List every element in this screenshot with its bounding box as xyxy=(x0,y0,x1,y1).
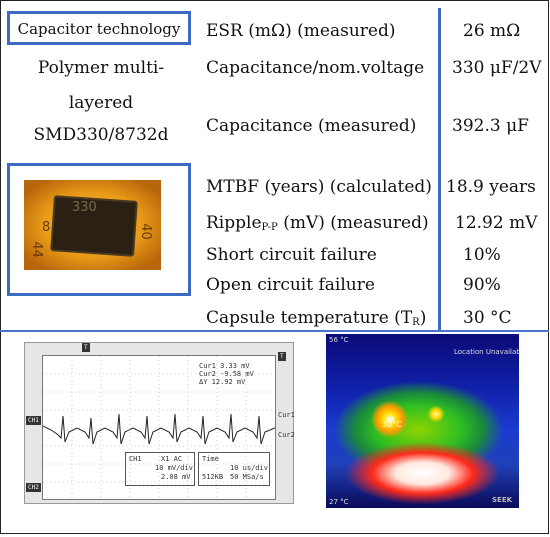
ch-setting-4: 2.08 mV xyxy=(161,473,191,481)
row-mtbf-value: 18.9 years xyxy=(446,177,536,197)
capacitor-photo-box xyxy=(7,163,191,296)
capsule-temp-tail: ) xyxy=(419,308,427,328)
capacitor-name-line-1: Polymer multi- xyxy=(37,58,165,78)
section-separator xyxy=(0,330,549,332)
thermal-bottom-left: 27 °C xyxy=(329,498,349,506)
row-mtbf-label: MTBF (years) (calculated) xyxy=(206,177,432,197)
thermal-image: 56 °C Location Unavailable 30°C + 27 °C … xyxy=(326,334,519,508)
time-setting-3: 512KB xyxy=(202,473,224,481)
row-short-circuit-value: 10% xyxy=(463,245,501,265)
cursor-readout-1: Cur1 3.33 mV xyxy=(199,362,250,370)
capacitor-photo: 330 40 44 8 xyxy=(24,180,161,270)
ch2-label: CH2 xyxy=(26,483,41,492)
row-capacitance-meas-value: 392.3 μF xyxy=(452,116,529,136)
ch-setting-2: X1 AC xyxy=(161,455,183,463)
cursor-readout-2: Cur2 -9.58 mV xyxy=(199,370,254,378)
thermal-top-right: Location Unavailable xyxy=(454,348,519,356)
row-open-circuit-label: Open circuit failure xyxy=(206,275,375,295)
photo-marking-8: 8 xyxy=(42,220,51,235)
photo-marking-44: 44 xyxy=(28,241,44,258)
row-capsule-temp-value: 30 °C xyxy=(463,308,512,328)
row-capacitance-meas-label: Capacitance (measured) xyxy=(206,116,417,136)
capsule-temp-sub: R xyxy=(412,317,420,328)
ripple-label-tail: (mV) (measured) xyxy=(277,213,429,233)
row-capacitance-nom-label: Capacitance/nom.voltage xyxy=(206,58,425,78)
cur1-tag: Cur1 xyxy=(278,411,295,419)
channel-settings-box xyxy=(125,452,195,486)
row-capsule-temp-label: Capsule temperature (TR) xyxy=(206,308,426,333)
capacitor-header: Capacitor technology xyxy=(17,20,181,38)
time-settings-box xyxy=(198,452,270,486)
row-esr-value: 26 mΩ xyxy=(463,21,521,41)
scope-screen: Cur1 3.33 mV Cur2 -9.58 mV ΔY 12.92 mV C… xyxy=(42,355,276,500)
photo-marking-40: 40 xyxy=(137,223,153,240)
time-setting-4: 50 MSa/s xyxy=(230,473,264,481)
oscilloscope-capture: T T CH1 CH2 Cur1 Cur2 Cur1 3.33 mV Cur2 … xyxy=(24,342,295,504)
ch-setting-1: CH1 xyxy=(129,455,142,463)
trigger-marker-right: T xyxy=(278,352,286,361)
capsule-temp-main: Capsule temperature (T xyxy=(206,308,413,328)
ripple-label-main: Ripple xyxy=(206,213,262,233)
row-esr-label: ESR (mΩ) (measured) xyxy=(206,21,396,41)
thermal-spot-crosshair: + xyxy=(389,414,396,423)
ch-setting-3: 10 mV/div xyxy=(155,464,193,472)
ripple-label-sub: P-P xyxy=(261,222,278,233)
thermal-top-left: 56 °C xyxy=(329,336,349,344)
row-ripple-label: RippleP-P (mV) (measured) xyxy=(206,213,429,238)
photo-marking-330: 330 xyxy=(72,200,97,215)
row-ripple-value: 12.92 mV xyxy=(455,213,538,233)
scope-waveform xyxy=(43,356,275,499)
time-setting-1: Time xyxy=(202,455,219,463)
capacitor-name-line-2: layered xyxy=(68,93,134,113)
cursor-readout-3: ΔY 12.92 mV xyxy=(199,378,246,386)
row-capacitance-nom-value: 330 μF/2V xyxy=(452,58,542,78)
cur2-tag: Cur2 xyxy=(278,431,295,439)
table-divider xyxy=(438,8,441,330)
row-open-circuit-value: 90% xyxy=(463,275,501,295)
thermal-bottom-right: SEEK xyxy=(492,496,513,504)
time-setting-2: 10 us/div xyxy=(230,464,268,472)
ch1-label: CH1 xyxy=(26,416,41,425)
capacitor-header-box xyxy=(7,11,191,45)
thermal-spot-label: 30°C xyxy=(382,420,402,429)
trigger-marker: T xyxy=(82,343,90,352)
row-short-circuit-label: Short circuit failure xyxy=(206,245,377,265)
capacitor-name-line-3: SMD330/8732d xyxy=(33,125,169,145)
